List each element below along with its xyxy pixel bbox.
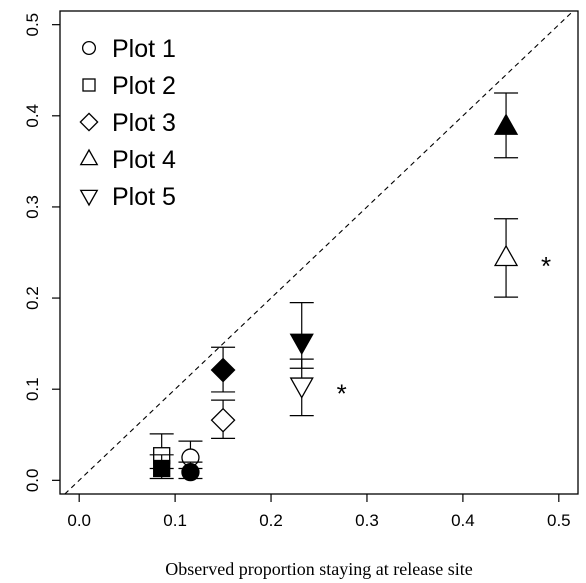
triangle-up-legend-icon <box>79 148 99 166</box>
significance-asterisk: * <box>541 251 551 281</box>
y-tick-label: 0.5 <box>23 13 42 37</box>
y-tick-label: 0.1 <box>23 377 42 401</box>
x-tick-label: 0.0 <box>67 511 91 530</box>
x-tick-label: 0.1 <box>163 511 187 530</box>
legend-label: Plot 5 <box>112 183 176 211</box>
triangle-down-marker <box>289 377 314 399</box>
x-tick-label: 0.3 <box>355 511 379 530</box>
x-tick-label: 0.2 <box>259 511 283 530</box>
plot-frame <box>59 10 579 495</box>
legend-label: Plot 2 <box>112 72 176 100</box>
y-tick-label: 0.0 <box>23 469 42 493</box>
point-plot-1-filled <box>178 461 203 482</box>
legend-label: Plot 1 <box>112 35 176 63</box>
circle-legend-icon <box>81 40 97 56</box>
diamond-marker <box>210 357 236 383</box>
point-plot-5-open: * <box>289 358 347 417</box>
y-tick-label: 0.4 <box>23 104 42 128</box>
point-plot-3-open <box>210 399 236 440</box>
point-plot-5-filled <box>289 302 314 369</box>
axes: 0.0 0.1 0.2 0.3 0.4 0.5 0.0 0.1 0.2 0.3 0.4 0.5 <box>23 13 571 530</box>
legend-entry: Plot 2 <box>82 72 176 100</box>
x-tick-label: 0.5 <box>547 511 571 530</box>
y-tick-label: 0.2 <box>23 286 42 310</box>
legend-label: Plot 3 <box>112 109 176 137</box>
point-plot-4-open: * <box>493 218 551 298</box>
point-plot-2-filled <box>149 454 174 480</box>
square-marker <box>153 459 171 478</box>
point-plot-3-filled <box>210 346 236 393</box>
y-tick-label: 0.3 <box>23 195 42 219</box>
x-tick-label: 0.4 <box>451 511 475 530</box>
legend-entry: Plot 3 <box>79 109 176 137</box>
diamond-marker <box>210 407 236 433</box>
x-axis-label: Observed proportion staying at release s… <box>165 559 472 579</box>
legend: Plot 1 Plot 2 Plot 3 Plot 4 Plot 5 <box>79 35 176 211</box>
legend-entry: Plot 1 <box>81 35 176 63</box>
circle-marker <box>181 462 200 482</box>
data-points: ** <box>149 92 551 482</box>
square-legend-icon <box>82 78 96 92</box>
triangle-up-marker <box>493 244 519 267</box>
triangle-up-marker <box>493 113 519 135</box>
legend-entry: Plot 5 <box>79 183 176 211</box>
diamond-legend-icon <box>79 112 99 132</box>
triangle-down-legend-icon <box>79 189 99 207</box>
triangle-down-marker <box>289 333 314 356</box>
point-plot-4-filled <box>493 92 519 159</box>
legend-entry: Plot 4 <box>79 146 176 174</box>
legend-label: Plot 4 <box>112 146 176 174</box>
significance-asterisk: * <box>337 379 347 409</box>
